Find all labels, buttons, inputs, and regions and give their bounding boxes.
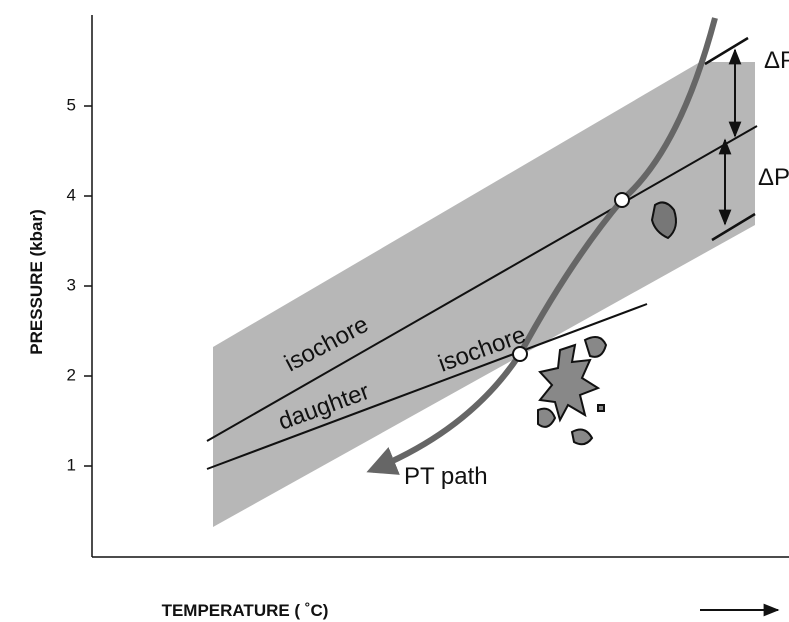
intersection-point bbox=[615, 193, 629, 207]
x-axis-title: TEMPERATURE ( ˚C) bbox=[162, 601, 329, 620]
y-tick-label: 3 bbox=[67, 275, 76, 294]
y-axis-title: PRESSURE (kbar) bbox=[27, 209, 46, 354]
pt-path-label: PT path bbox=[404, 463, 488, 490]
y-tick-label: 4 bbox=[67, 185, 76, 204]
diagram: 12345 isochore daughter isochore PT path… bbox=[0, 0, 789, 622]
decrepitated-inclusions bbox=[538, 337, 606, 444]
y-tick-label: 1 bbox=[67, 455, 76, 474]
band-edge bbox=[705, 38, 748, 64]
delta-p-label: ΔP bbox=[758, 164, 789, 191]
isochore-line bbox=[207, 126, 757, 441]
delta-p-label: ΔP bbox=[764, 47, 789, 74]
y-ticks: 1 2 3 4 5 bbox=[67, 95, 92, 474]
y-tick-label: 5 bbox=[67, 95, 76, 114]
y-tick-label: 2 bbox=[67, 365, 76, 384]
